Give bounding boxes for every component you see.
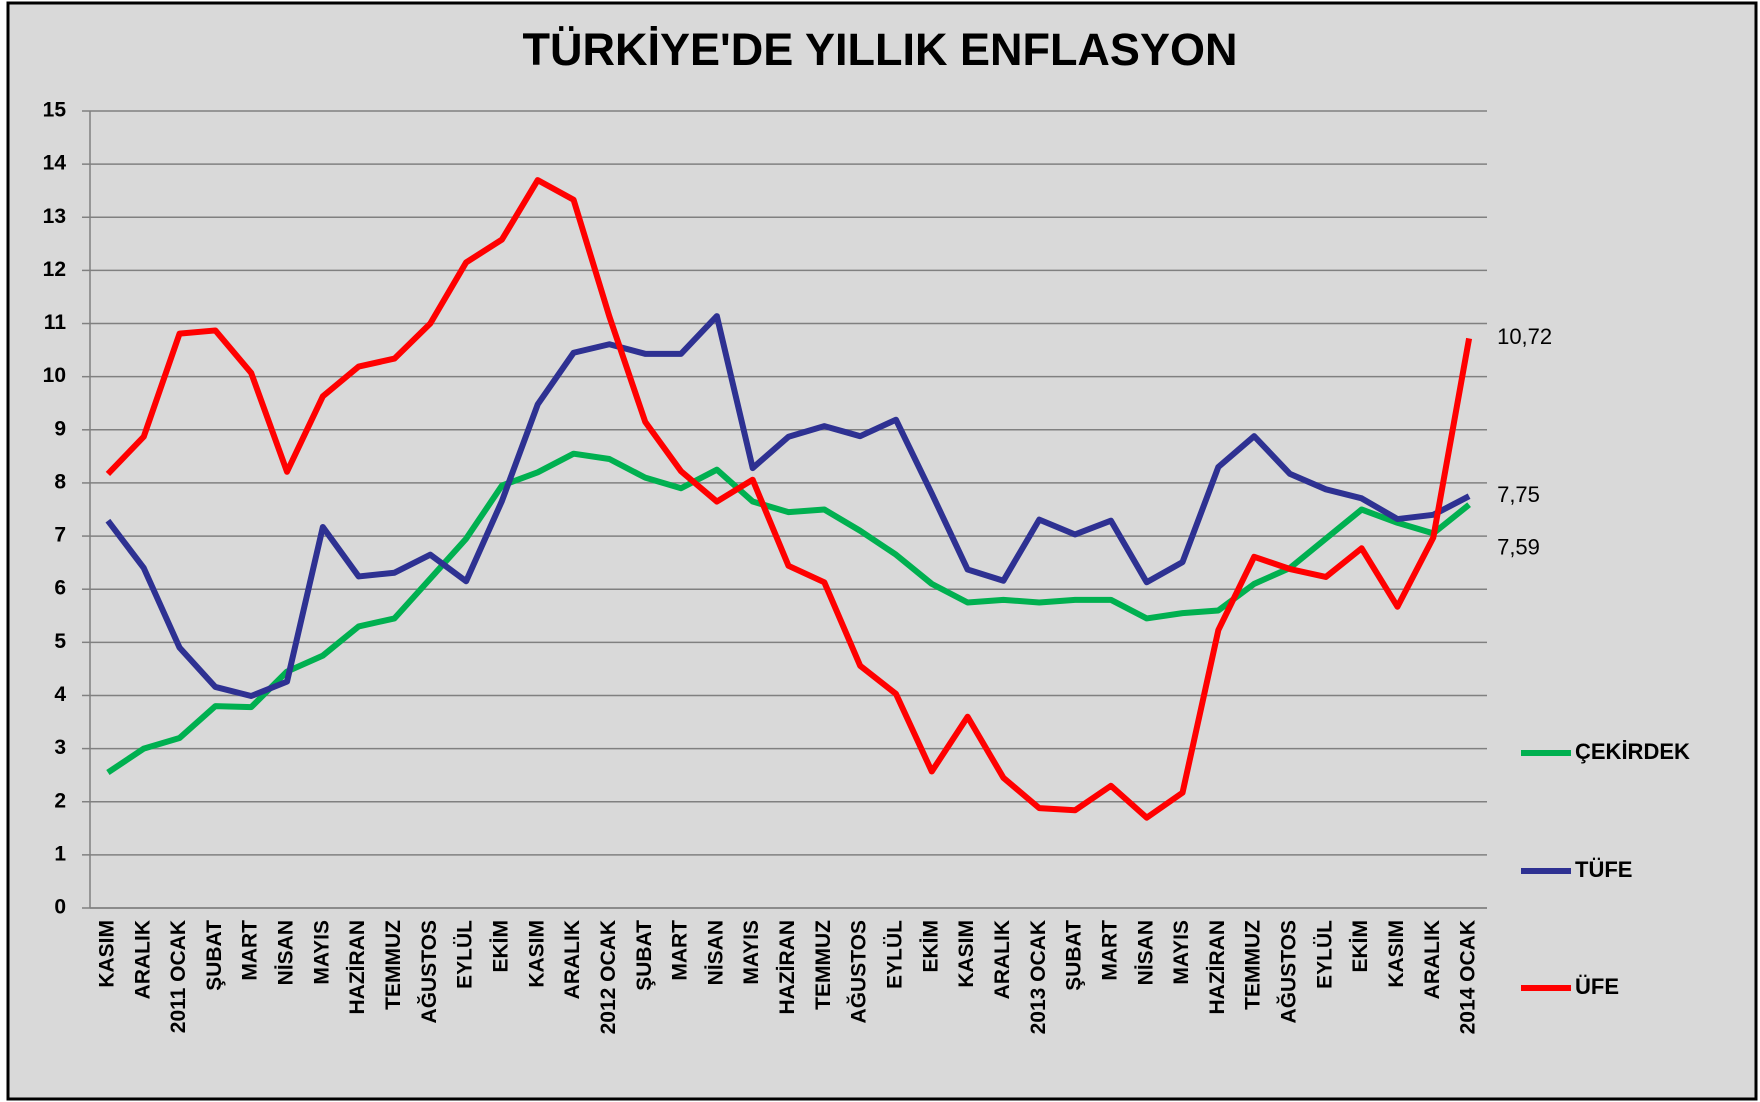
x-tick-label: EKİM <box>489 920 512 973</box>
x-tick-label: NİSAN <box>1134 920 1157 985</box>
series-line <box>106 450 1471 776</box>
y-tick-label: 11 <box>44 311 67 334</box>
x-tick-label: KASIM <box>95 920 118 988</box>
y-tick-label: 1 <box>54 842 66 865</box>
y-tick-label: 6 <box>54 577 66 600</box>
data-label: 7,75 <box>1497 482 1540 507</box>
x-tick-label: MAYIS <box>310 920 333 985</box>
x-tick-label: EYLÜL <box>454 920 477 989</box>
x-tick-label: ARALIK <box>561 920 584 999</box>
x-tick-label: MART <box>669 920 692 981</box>
chart-title: TÜRKİYE'DE YILLIK ENFLASYON <box>523 24 1238 75</box>
y-tick-label: 14 <box>43 152 67 175</box>
x-tick-label: TEMMUZ <box>382 920 405 1010</box>
chart-background <box>6 1 1758 1101</box>
x-tick-label: 2013 OCAK <box>1027 920 1050 1034</box>
x-tick-label: NİSAN <box>275 920 298 985</box>
x-tick-label: MART <box>1098 920 1121 981</box>
y-tick-label: 2 <box>54 789 66 812</box>
legend-label: ÇEKİRDEK <box>1575 739 1690 764</box>
x-tick-label: KASIM <box>1385 920 1408 988</box>
x-tick-label: EKİM <box>919 920 942 973</box>
x-tick-label: HAZİRAN <box>1206 920 1229 1015</box>
x-tick-label: MART <box>239 920 262 981</box>
y-tick-label: 4 <box>54 683 66 706</box>
y-tick-label: 9 <box>54 417 66 440</box>
x-tick-label: TEMMUZ <box>1242 920 1265 1010</box>
x-tick-label: 2011 OCAK <box>167 920 190 1033</box>
y-tick-label: 15 <box>43 99 67 122</box>
x-tick-label: 2014 OCAK <box>1457 920 1480 1034</box>
y-tick-label: 10 <box>43 364 66 387</box>
x-tick-label: MAYIS <box>740 920 763 985</box>
x-tick-label: ARALIK <box>131 920 154 999</box>
y-tick-label: 7 <box>54 524 66 547</box>
x-tick-label: HAZİRAN <box>346 920 369 1015</box>
x-tick-label: ARALIK <box>1421 920 1444 999</box>
x-tick-label: AĞUSTOS <box>417 920 441 1023</box>
legend-label: ÜFE <box>1575 974 1619 999</box>
x-tick-label: ŞUBAT <box>203 920 226 991</box>
x-tick-label: ŞUBAT <box>633 920 656 991</box>
x-tick-label: 2012 OCAK <box>597 920 620 1034</box>
x-tick-label: HAZİRAN <box>776 920 799 1015</box>
x-tick-label: KASIM <box>955 920 978 988</box>
x-tick-label: AĞUSTOS <box>1277 920 1301 1023</box>
y-tick-label: 0 <box>54 896 66 919</box>
x-tick-label: ŞUBAT <box>1063 920 1086 991</box>
x-tick-label: TEMMUZ <box>812 920 835 1010</box>
y-tick-label: 13 <box>43 205 66 228</box>
y-tick-label: 12 <box>43 258 66 281</box>
x-tick-label: EKİM <box>1349 920 1372 973</box>
y-tick-label: 5 <box>54 630 66 653</box>
y-tick-label: 8 <box>54 470 66 493</box>
series-line <box>105 177 1473 821</box>
data-label: 10,72 <box>1497 324 1552 349</box>
x-tick-label: AĞUSTOS <box>847 920 871 1023</box>
x-tick-label: KASIM <box>525 920 548 988</box>
x-tick-label: NİSAN <box>704 920 727 985</box>
x-tick-label: MAYIS <box>1170 920 1193 985</box>
legend-label: TÜFE <box>1575 857 1632 882</box>
x-tick-label: EYLÜL <box>1313 920 1336 989</box>
series-line <box>105 313 1471 699</box>
data-label: 7,59 <box>1497 535 1540 560</box>
x-tick-label: ARALIK <box>991 920 1014 999</box>
x-tick-label: EYLÜL <box>884 920 907 989</box>
y-tick-label: 3 <box>54 736 66 759</box>
